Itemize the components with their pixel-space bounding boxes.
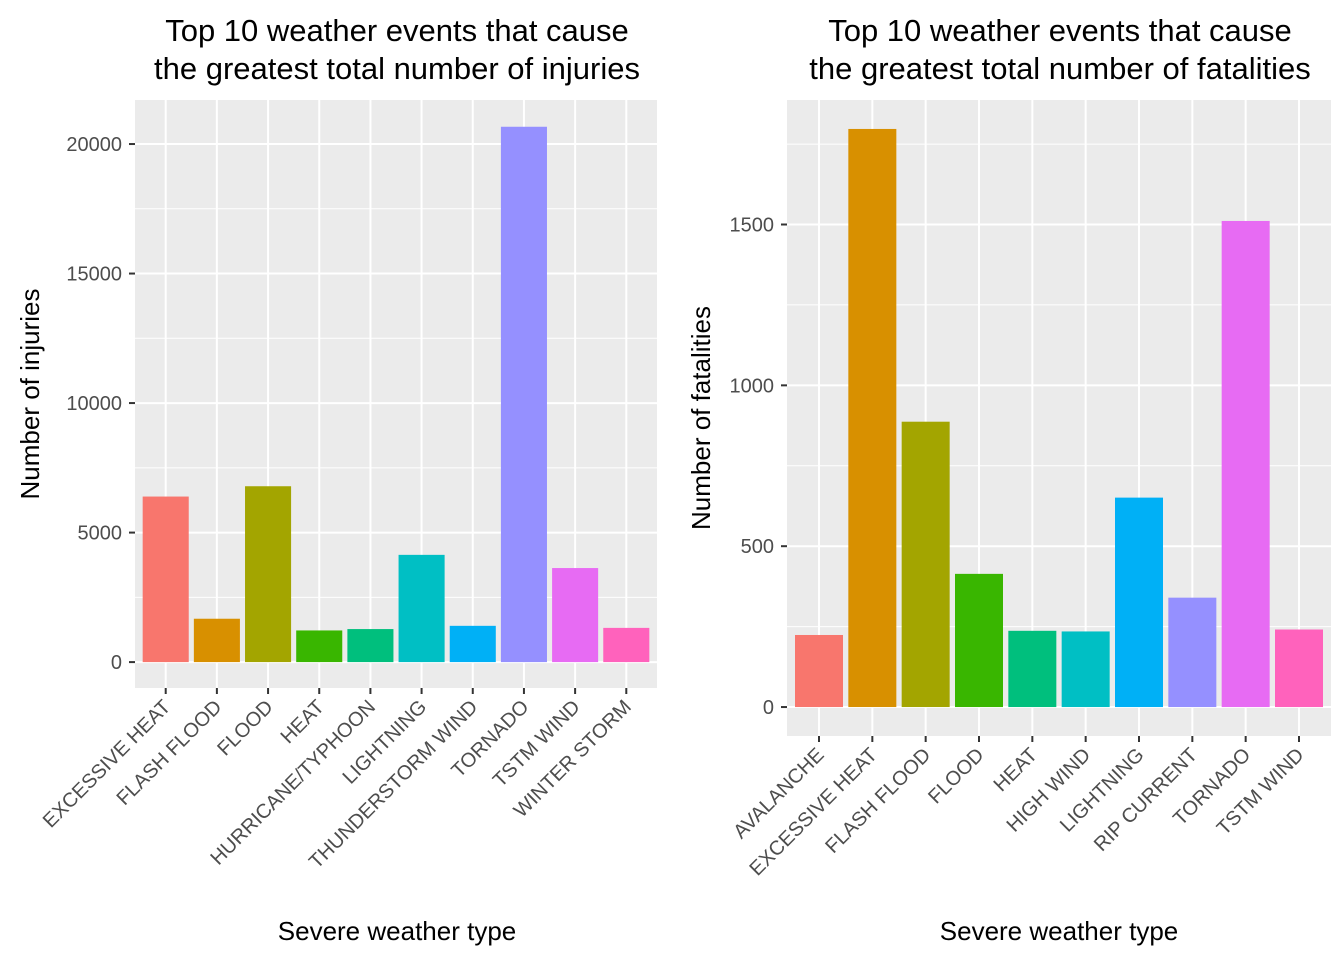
x-tick-label: FLOOD (924, 744, 988, 808)
chart-title: Top 10 weather events that cause (828, 13, 1292, 48)
x-tick-label: AVALANCHE (729, 744, 828, 843)
bar-hurricane-typhoon (347, 629, 394, 663)
y-tick-label: 0 (111, 652, 122, 674)
bar-flash-flood (901, 421, 950, 708)
bar-tstm-wind (1275, 629, 1323, 708)
bar-tstm-wind (552, 568, 599, 663)
bar-heat (1008, 630, 1057, 708)
chart-title: the greatest total number of fatalities (809, 51, 1310, 86)
bar-lightning (1115, 497, 1163, 708)
y-tick-label: 15000 (66, 264, 122, 286)
y-axis-title: Number of injuries (15, 289, 45, 500)
bar-lightning (398, 554, 445, 663)
bar-excessive-heat (142, 496, 189, 663)
bar-heat (296, 630, 343, 663)
y-tick-label: 20000 (66, 134, 122, 156)
bar-tornado (1221, 220, 1270, 708)
bar-high-wind (1061, 631, 1110, 708)
chart-title: the greatest total number of injuries (154, 51, 640, 86)
bar-tornado (500, 126, 547, 663)
y-tick-label: 5000 (78, 523, 123, 545)
bar-flood (955, 573, 1003, 708)
y-tick-label: 1500 (730, 214, 775, 236)
x-axis-title: Severe weather type (278, 916, 516, 946)
bar-flood (245, 486, 292, 663)
y-tick-label: 0 (763, 697, 774, 719)
bar-rip-current (1168, 597, 1217, 708)
y-tick-label: 500 (741, 536, 774, 558)
y-tick-label: 10000 (66, 393, 122, 415)
y-tick-label: 1000 (730, 375, 775, 397)
bar-thunderstorm-wind (449, 625, 496, 663)
bar-winter-storm (603, 627, 650, 663)
x-tick-label: FLOOD (213, 696, 277, 760)
bar-excessive-heat (848, 128, 897, 708)
bar-flash-flood (193, 618, 240, 663)
y-axis-title: Number of fatalities (686, 306, 716, 530)
x-axis-title: Severe weather type (940, 916, 1178, 946)
chart-title: Top 10 weather events that cause (165, 13, 629, 48)
bar-avalanche (795, 634, 843, 708)
